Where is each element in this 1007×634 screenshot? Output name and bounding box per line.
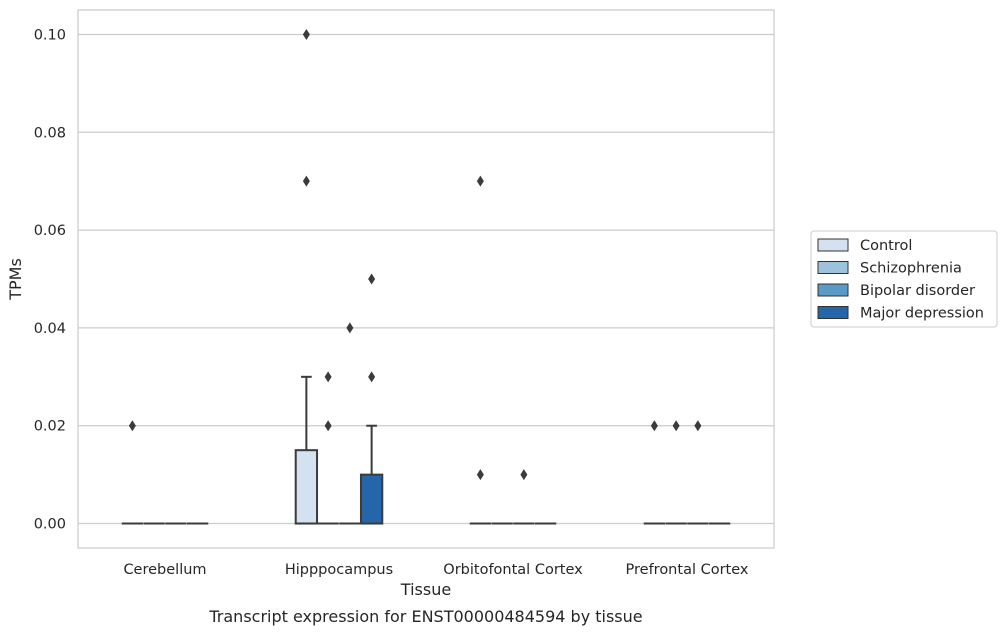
outlier-point (694, 420, 702, 432)
box-bipolar-disorder (339, 322, 361, 525)
outlier-point (520, 469, 528, 481)
box-schizophrenia (665, 420, 687, 525)
legend-label: Bipolar disorder (860, 283, 975, 299)
x-tick-label: Prefrontal Cortex (626, 562, 749, 578)
legend-swatch (817, 238, 849, 252)
box-control (121, 420, 144, 525)
box-body (294, 449, 319, 525)
outlier-point (368, 273, 376, 285)
legend-swatch (817, 306, 849, 319)
legend: Control Schizophrenia Bipolar disorder Majo… (810, 230, 998, 328)
y-tick-label: 0.08 (34, 125, 66, 141)
legend-label: Control (860, 238, 912, 254)
box-major-depression (359, 273, 384, 525)
outlier-point (324, 371, 332, 383)
outlier-point (302, 175, 310, 187)
y-tick-label: 0.04 (34, 321, 66, 337)
box-bipolar-disorder (513, 469, 535, 525)
box-control (294, 28, 319, 525)
box-schizophrenia (317, 371, 339, 525)
x-tick-label: Orbitofontal Cortex (443, 562, 583, 578)
y-tick-labels: 0.00 0.02 0.04 0.06 0.08 0.10 (34, 27, 66, 532)
outlier-point (302, 28, 310, 40)
legend-label: Schizophrenia (860, 261, 962, 277)
x-tick-labels: Cerebellum Hipppocampus Orbitofontal Corte… (123, 562, 748, 578)
y-tick-label: 0.10 (34, 27, 66, 43)
legend-swatch (817, 261, 849, 274)
box-body (359, 473, 384, 525)
y-axis-label: TPMs (6, 258, 25, 301)
outlier-point (128, 420, 136, 432)
outlier-point (672, 420, 680, 432)
plot-area-frame (77, 9, 775, 549)
outlier-point (346, 322, 354, 334)
outlier-point (650, 420, 658, 432)
gridlines (78, 33, 774, 525)
y-tick-label: 0.06 (34, 223, 66, 239)
box-plot-groups (121, 28, 731, 525)
y-tick-label: 0.00 (34, 517, 66, 533)
outlier-point (368, 371, 376, 383)
box-control (643, 420, 666, 525)
chart-caption: Transcript expression for ENST0000048459… (208, 607, 642, 626)
x-tick-label: Cerebellum (123, 562, 206, 578)
y-tick-label: 0.02 (34, 419, 66, 435)
legend-swatch (817, 283, 849, 297)
legend-label: Major depression (860, 306, 984, 322)
outlier-point (324, 420, 332, 432)
outlier-point (476, 469, 484, 481)
box-control (469, 175, 492, 525)
x-tick-label: Hipppocampus (285, 562, 393, 578)
legend-frame (810, 230, 998, 328)
box-bipolar-disorder (687, 420, 709, 525)
x-axis-label: Tissue (400, 580, 451, 599)
outlier-point (476, 175, 484, 187)
